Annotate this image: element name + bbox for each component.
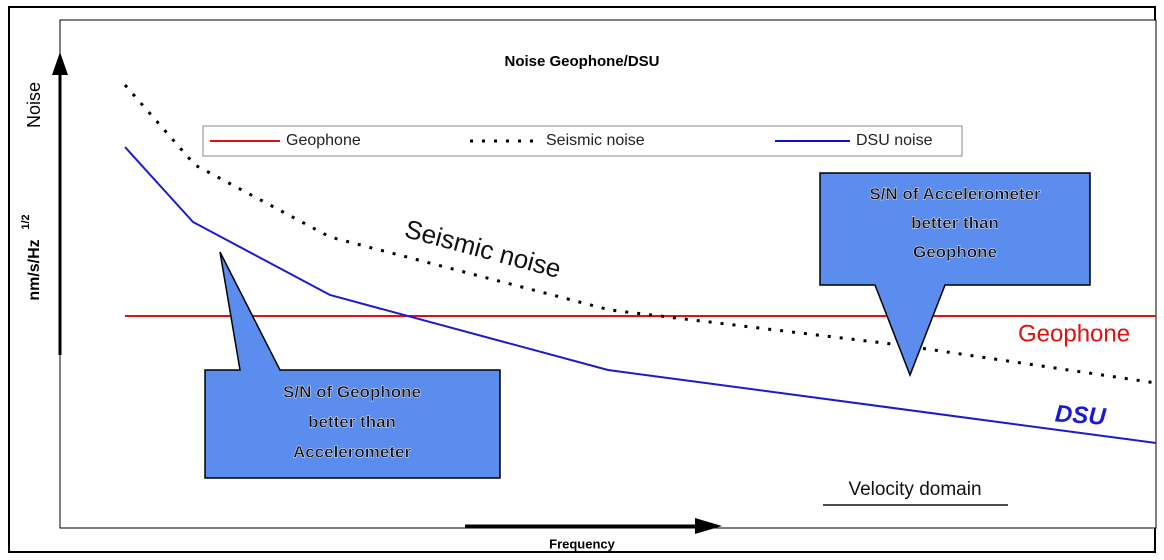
domain-note: Velocity domain (848, 479, 981, 500)
callout (819, 172, 1091, 378)
legend-entry: Seismic noise (546, 132, 645, 149)
arrow-head (52, 52, 68, 75)
arrow-head (695, 518, 722, 534)
y-axis-label: Noise (24, 82, 44, 128)
callout (204, 251, 501, 479)
callout-text: Accelerometer (293, 442, 412, 461)
curve-label: DSU (1054, 400, 1107, 431)
callout-text: better than (308, 412, 396, 431)
curve-label: Geophone (1018, 320, 1130, 347)
y-axis-unit: nm/s/Hz (26, 239, 43, 300)
dsu-noise-line (124, 146, 1157, 444)
callout-text: better than (911, 213, 999, 232)
y-axis-unit-exponent: 1/2 (20, 214, 32, 229)
x-axis-label: Frequency (549, 536, 616, 551)
callout-text: Geophone (913, 242, 997, 261)
callout-text: S/N of Accelerometer (869, 184, 1041, 203)
legend-entry: DSU noise (856, 132, 933, 149)
callout-text: S/N of Geophone (283, 382, 421, 401)
legend-entry: Geophone (286, 132, 361, 149)
title: Noise Geophone/DSU (504, 53, 659, 70)
